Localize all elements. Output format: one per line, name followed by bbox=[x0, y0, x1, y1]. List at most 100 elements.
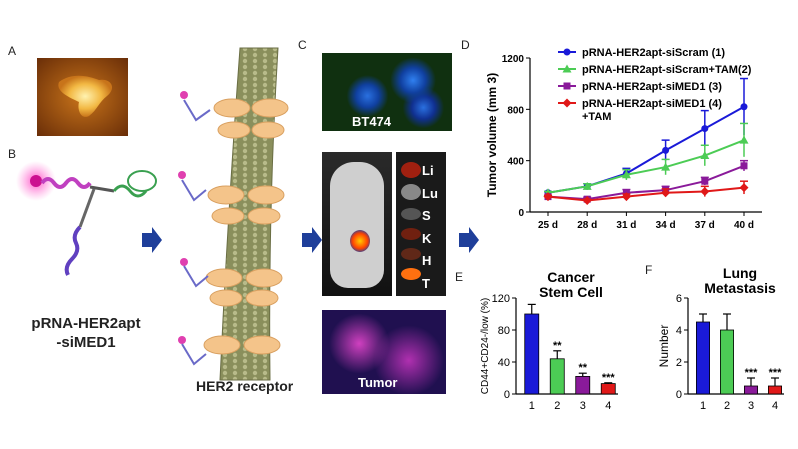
organ-imaging: Li Lu S K H T bbox=[396, 152, 446, 296]
y-axis-label: CD44+CD24-/low (%) bbox=[480, 298, 491, 394]
data-point bbox=[543, 192, 553, 202]
y-axis-label: Number bbox=[658, 325, 671, 368]
legend-label: pRNA-HER2apt-siMED1 (4) +TAM bbox=[582, 98, 722, 123]
data-point bbox=[740, 103, 748, 111]
organ-label: H bbox=[422, 253, 432, 268]
x-tick-label: 1 bbox=[700, 400, 706, 412]
y-tick-label: 0 bbox=[518, 208, 524, 219]
x-tick-label: 34 d bbox=[656, 220, 676, 231]
y-tick-label: 2 bbox=[676, 357, 682, 369]
panel-label-a: A bbox=[8, 44, 17, 58]
data-point bbox=[661, 162, 671, 171]
series-line bbox=[547, 139, 745, 194]
tumor-section-image: Tumor bbox=[322, 310, 446, 394]
data-point bbox=[700, 186, 710, 196]
cell-line-label: BT474 bbox=[352, 114, 392, 129]
legend-marker bbox=[562, 98, 572, 108]
legend-marker bbox=[562, 64, 572, 73]
organ-label: Lu bbox=[422, 185, 438, 201]
significance-label: *** bbox=[769, 367, 783, 379]
prna-construct-diagram bbox=[16, 161, 157, 276]
organ-labels: Li Lu S K H T bbox=[422, 160, 438, 295]
bar bbox=[549, 358, 565, 395]
construct-label-line2: -siMED1 bbox=[56, 334, 116, 351]
chart-title: Cancer Stem Cell bbox=[539, 269, 603, 300]
bar bbox=[744, 385, 759, 395]
panel-label-c: C bbox=[298, 38, 307, 52]
x-tick-label: 3 bbox=[748, 400, 754, 412]
x-tick-label: 3 bbox=[580, 400, 586, 412]
bar bbox=[600, 383, 616, 395]
y-tick-label: 6 bbox=[676, 293, 682, 305]
x-tick-label: 28 d bbox=[577, 220, 597, 231]
y-tick-label: 4 bbox=[676, 325, 682, 337]
her2-receptor-label: HER2 receptor bbox=[196, 378, 294, 394]
significance-label: ** bbox=[553, 340, 562, 352]
y-tick-label: 800 bbox=[507, 105, 524, 116]
organ-label: T bbox=[422, 275, 430, 291]
legend-marker bbox=[563, 48, 571, 56]
tumor-label: Tumor bbox=[358, 375, 398, 390]
afm-image bbox=[37, 58, 128, 136]
y-tick-label: 400 bbox=[507, 157, 524, 168]
arrow-icon bbox=[459, 227, 479, 253]
series-line bbox=[547, 105, 745, 194]
legend-label: pRNA-HER2apt-siScram (1) bbox=[582, 47, 725, 59]
x-tick-label: 2 bbox=[554, 400, 560, 412]
arrow-icon bbox=[142, 227, 162, 253]
organ-label: Li bbox=[422, 163, 434, 178]
data-point bbox=[739, 183, 749, 193]
x-tick-label: 2 bbox=[724, 400, 730, 412]
mouse-imaging bbox=[322, 152, 392, 296]
legend-marker bbox=[563, 82, 571, 90]
panel-label-b: B bbox=[8, 147, 17, 161]
significance-label: *** bbox=[602, 372, 616, 384]
data-point bbox=[739, 135, 749, 144]
data-point bbox=[661, 188, 671, 198]
data-point bbox=[582, 195, 592, 205]
legend-label: pRNA-HER2apt-siMED1 (3) bbox=[582, 81, 722, 93]
data-point bbox=[740, 162, 748, 170]
y-tick-label: 1200 bbox=[502, 54, 525, 65]
x-tick-label: 40 d bbox=[734, 220, 754, 231]
lung-metastasis-chart: Lung Metastasis 0 2 4 6 Number 1 2 *** 3 *** 4 bbox=[658, 265, 784, 412]
data-point bbox=[700, 151, 710, 160]
bar bbox=[768, 385, 783, 395]
bar bbox=[720, 329, 735, 395]
organ-label: S bbox=[422, 208, 431, 223]
bar bbox=[696, 321, 711, 395]
y-tick-label: 0 bbox=[504, 389, 510, 401]
series-line bbox=[547, 186, 745, 202]
panel-label-d: D bbox=[461, 38, 470, 52]
tumor-volume-chart: 0 400 800 1200 25 d 28 d 31 d 34 d 37 d 40 d Tumor… bbox=[485, 47, 762, 231]
series-line bbox=[547, 164, 745, 201]
data-point bbox=[701, 125, 709, 133]
significance-label: *** bbox=[745, 367, 759, 379]
construct-label-line1: pRNA-HER2apt bbox=[31, 315, 141, 332]
legend-label: pRNA-HER2apt-siScram+TAM(2) bbox=[582, 64, 752, 76]
organ-label: K bbox=[422, 230, 432, 246]
x-tick-label: 1 bbox=[529, 400, 535, 412]
arrow-icon bbox=[302, 227, 322, 253]
panel-label-e: E bbox=[455, 270, 464, 284]
y-tick-label: 120 bbox=[492, 293, 510, 305]
data-point bbox=[621, 170, 631, 179]
y-tick-label: 0 bbox=[676, 389, 682, 401]
data-point bbox=[662, 146, 670, 154]
x-tick-label: 31 d bbox=[616, 220, 636, 231]
her2-membrane-diagram bbox=[178, 47, 289, 381]
panel-label-f: F bbox=[645, 263, 653, 277]
confocal-image: BT474 bbox=[322, 53, 452, 131]
x-tick-label: 4 bbox=[605, 400, 611, 412]
significance-label: ** bbox=[578, 362, 587, 374]
data-point bbox=[621, 192, 631, 202]
x-tick-label: 37 d bbox=[695, 220, 715, 231]
x-tick-label: 25 d bbox=[538, 220, 558, 231]
data-point bbox=[701, 177, 709, 185]
y-tick-label: 40 bbox=[498, 357, 510, 369]
y-tick-label: 80 bbox=[498, 325, 510, 337]
y-axis-label: Tumor volume (mm 3) bbox=[485, 73, 499, 197]
bar bbox=[575, 376, 591, 395]
x-tick-label: 4 bbox=[772, 400, 778, 412]
